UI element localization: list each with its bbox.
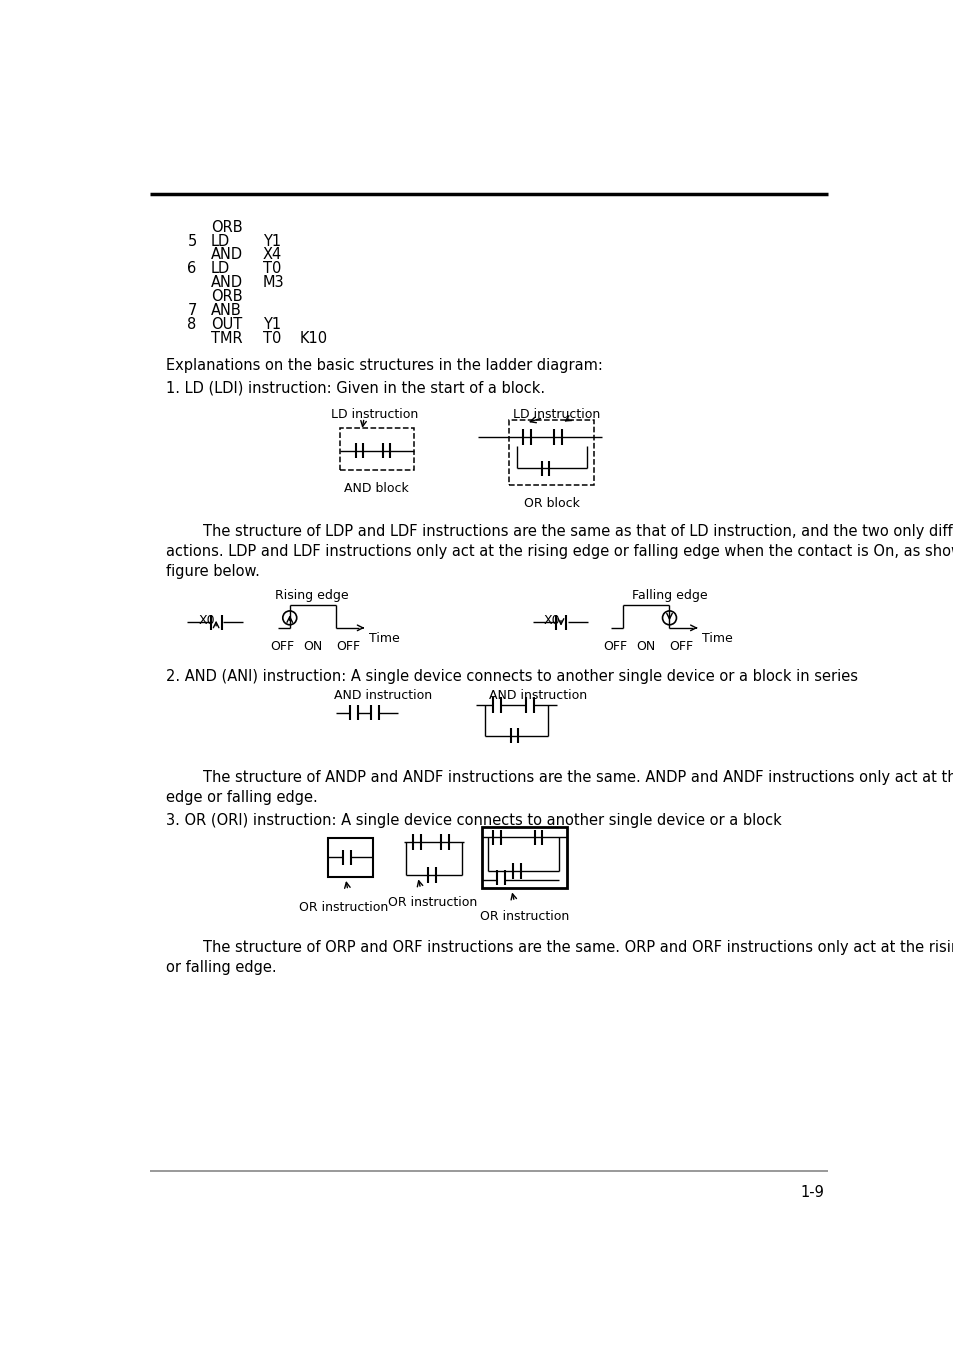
Text: OFF: OFF — [270, 640, 294, 653]
Text: X4: X4 — [262, 247, 281, 262]
Bar — [328, 838, 373, 876]
Text: X0: X0 — [199, 614, 215, 626]
Text: edge or falling edge.: edge or falling edge. — [166, 790, 317, 806]
Bar — [509, 420, 594, 486]
Text: AND instruction: AND instruction — [488, 690, 586, 702]
Text: 2. AND (ANI) instruction: A single device connects to another single device or a: 2. AND (ANI) instruction: A single devic… — [166, 668, 857, 683]
Text: ANB: ANB — [211, 302, 241, 317]
Text: ORB: ORB — [211, 289, 242, 304]
Text: ORB: ORB — [211, 220, 242, 235]
Text: Explanations on the basic structures in the ladder diagram:: Explanations on the basic structures in … — [166, 358, 602, 373]
Text: T0: T0 — [262, 331, 281, 346]
Text: figure below.: figure below. — [166, 564, 259, 579]
Text: or falling edge.: or falling edge. — [166, 960, 276, 975]
Text: 7: 7 — [187, 302, 196, 317]
Text: OR instruction: OR instruction — [479, 910, 569, 922]
Text: OR instruction: OR instruction — [299, 902, 388, 914]
Text: The structure of ANDP and ANDF instructions are the same. ANDP and ANDF instruct: The structure of ANDP and ANDF instructi… — [166, 771, 953, 786]
Text: The structure of ORP and ORF instructions are the same. ORP and ORF instructions: The structure of ORP and ORF instruction… — [166, 940, 953, 954]
Text: ON: ON — [636, 640, 655, 653]
Text: M3: M3 — [262, 275, 284, 290]
Text: LD: LD — [211, 234, 230, 248]
Bar — [481, 826, 567, 888]
Text: OUT: OUT — [211, 317, 242, 332]
Text: Time: Time — [701, 632, 732, 645]
Text: Y1: Y1 — [262, 317, 280, 332]
Text: OR instruction: OR instruction — [387, 896, 476, 909]
Text: 1. LD (LDI) instruction: Given in the start of a block.: 1. LD (LDI) instruction: Given in the st… — [166, 381, 544, 396]
Text: ON: ON — [303, 640, 322, 653]
Text: LD: LD — [211, 262, 230, 277]
Text: Time: Time — [369, 632, 399, 645]
Text: actions. LDP and LDF instructions only act at the rising edge or falling edge wh: actions. LDP and LDF instructions only a… — [166, 544, 953, 559]
Text: 8: 8 — [187, 317, 196, 332]
Text: OFF: OFF — [335, 640, 359, 653]
Text: LD instruction: LD instruction — [331, 409, 418, 421]
Text: OFF: OFF — [668, 640, 693, 653]
Text: 1-9: 1-9 — [800, 1184, 823, 1200]
Text: K10: K10 — [299, 331, 328, 346]
Text: 6: 6 — [187, 262, 196, 277]
Text: AND: AND — [211, 275, 243, 290]
Text: X0: X0 — [543, 614, 560, 626]
Bar — [340, 428, 414, 470]
Text: AND: AND — [211, 247, 243, 262]
Text: T0: T0 — [262, 262, 281, 277]
Text: Y1: Y1 — [262, 234, 280, 248]
Text: AND instruction: AND instruction — [334, 690, 432, 702]
Text: OFF: OFF — [602, 640, 627, 653]
Text: Falling edge: Falling edge — [631, 590, 706, 602]
Text: LD instruction: LD instruction — [513, 409, 600, 421]
Text: TMR: TMR — [211, 331, 242, 346]
Text: 5: 5 — [187, 234, 196, 248]
Text: OR block: OR block — [523, 497, 579, 510]
Text: Rising edge: Rising edge — [274, 590, 348, 602]
Text: The structure of LDP and LDF instructions are the same as that of LD instruction: The structure of LDP and LDF instruction… — [166, 524, 953, 539]
Text: 3. OR (ORI) instruction: A single device connects to another single device or a : 3. OR (ORI) instruction: A single device… — [166, 813, 781, 828]
Text: AND block: AND block — [344, 482, 409, 494]
